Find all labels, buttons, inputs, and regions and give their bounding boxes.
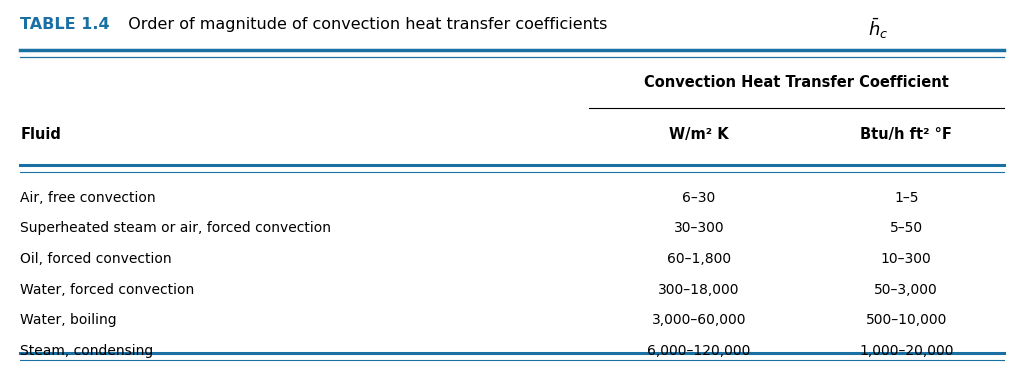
- Text: Superheated steam or air, forced convection: Superheated steam or air, forced convect…: [20, 221, 332, 235]
- Text: 60–1,800: 60–1,800: [667, 252, 731, 266]
- Text: Steam, condensing: Steam, condensing: [20, 344, 154, 358]
- Text: Oil, forced convection: Oil, forced convection: [20, 252, 172, 266]
- Text: Air, free convection: Air, free convection: [20, 191, 156, 205]
- Text: 10–300: 10–300: [881, 252, 932, 266]
- Text: Water, boiling: Water, boiling: [20, 313, 117, 327]
- Text: 300–18,000: 300–18,000: [658, 283, 739, 297]
- Text: 1,000–20,000: 1,000–20,000: [859, 344, 953, 358]
- Text: 6,000–120,000: 6,000–120,000: [647, 344, 751, 358]
- Text: Fluid: Fluid: [20, 127, 61, 142]
- Text: Order of magnitude of convection heat transfer coefficients: Order of magnitude of convection heat tr…: [118, 17, 612, 32]
- Text: 500–10,000: 500–10,000: [865, 313, 947, 327]
- Text: W/m² K: W/m² K: [669, 127, 729, 142]
- Text: Btu/h ft² °F: Btu/h ft² °F: [860, 127, 952, 142]
- Text: Convection Heat Transfer Coefficient: Convection Heat Transfer Coefficient: [644, 75, 948, 90]
- Text: 6–30: 6–30: [682, 191, 716, 205]
- Text: 5–50: 5–50: [890, 221, 923, 235]
- Text: TABLE 1.4: TABLE 1.4: [20, 17, 111, 32]
- Text: Water, forced convection: Water, forced convection: [20, 283, 195, 297]
- Text: 3,000–60,000: 3,000–60,000: [651, 313, 746, 327]
- Text: 1–5: 1–5: [894, 191, 919, 205]
- Text: $\bar{h}_c$: $\bar{h}_c$: [868, 17, 889, 42]
- Text: 30–300: 30–300: [674, 221, 724, 235]
- Text: 50–3,000: 50–3,000: [874, 283, 938, 297]
